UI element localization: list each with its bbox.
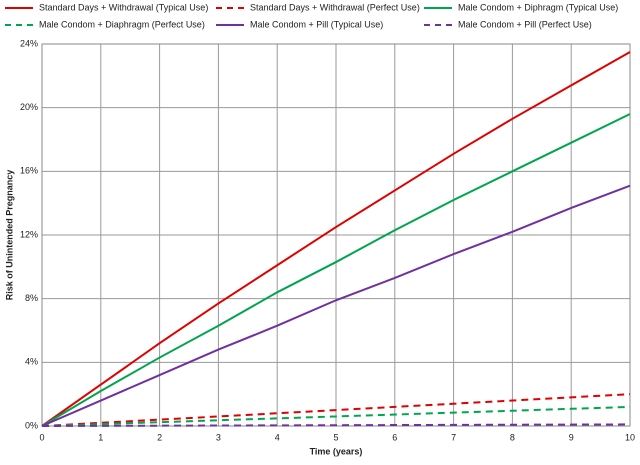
legend-label: Standard Days + Withdrawal (Typical Use) <box>39 2 208 12</box>
y-tick-label: 16% <box>20 166 38 176</box>
y-axis-label: Risk of Unintended Pregnancy <box>4 170 14 301</box>
x-tick-label: 10 <box>625 432 635 442</box>
x-tick-label: 5 <box>333 432 338 442</box>
series-line <box>41 423 631 427</box>
series-line <box>41 51 631 427</box>
x-tick-label: 4 <box>275 432 280 442</box>
y-tick-label: 8% <box>25 293 38 303</box>
legend-label: Male Condom + Pill (Perfect Use) <box>458 19 592 29</box>
y-tick-label: 12% <box>20 229 38 239</box>
x-tick-label: 1 <box>98 432 103 442</box>
x-tick-label: 2 <box>157 432 162 442</box>
y-tick-label: 0% <box>25 420 38 430</box>
x-tick-label: 0 <box>39 432 44 442</box>
series-line <box>41 184 631 427</box>
legend-label: Male Condom + Pill (Typical Use) <box>250 19 383 29</box>
legend-label: Male Condom + Diphragm (Typical Use) <box>458 2 618 12</box>
x-tick-label: 6 <box>392 432 397 442</box>
y-tick-label: 20% <box>20 102 38 112</box>
x-tick-label: 7 <box>451 432 456 442</box>
series-line <box>41 393 631 427</box>
legend-label: Standard Days + Withdrawal (Perfect Use) <box>250 2 420 12</box>
x-tick-label: 9 <box>569 432 574 442</box>
series-line <box>41 113 631 427</box>
series-line <box>41 405 631 427</box>
x-tick-label: 3 <box>216 432 221 442</box>
legend-label: Male Condom + Diaphragm (Perfect Use) <box>39 19 205 29</box>
x-tick-label: 8 <box>510 432 515 442</box>
y-tick-label: 24% <box>20 38 38 48</box>
y-tick-label: 4% <box>25 357 38 367</box>
x-axis-label: Time (years) <box>310 446 363 456</box>
